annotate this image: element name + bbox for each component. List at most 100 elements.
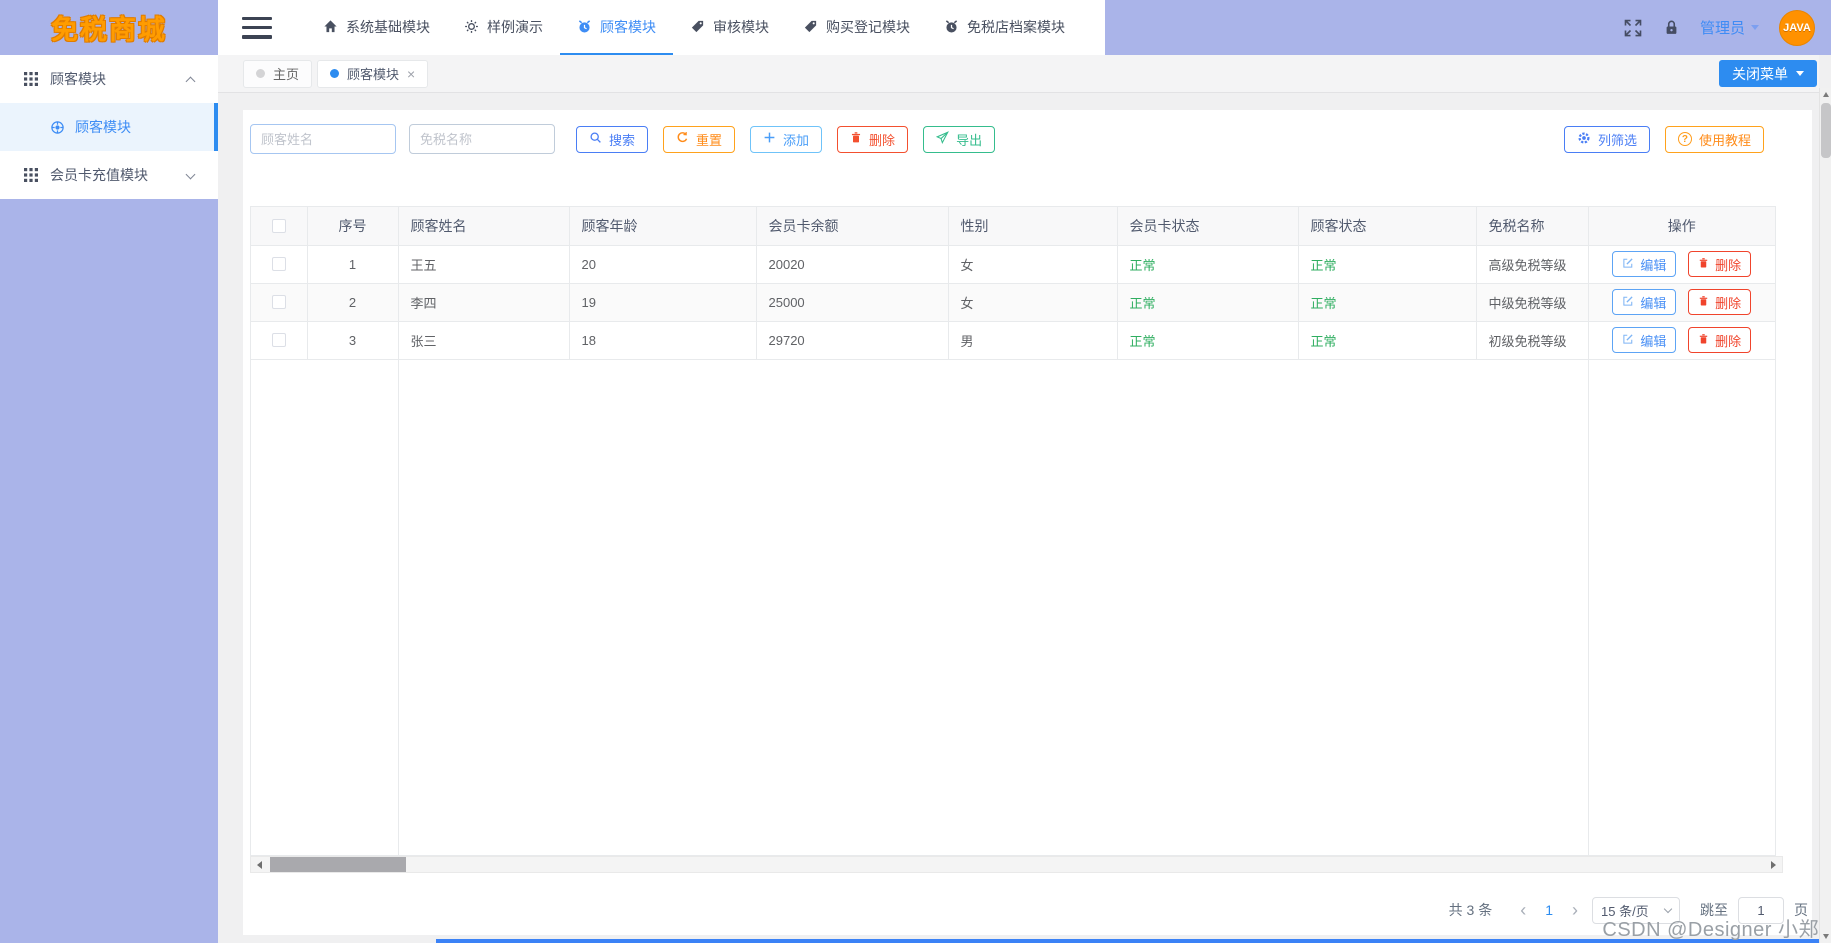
nav-item-system-base[interactable]: 系统基础模块 xyxy=(306,0,447,55)
watermark: CSDN @Designer 小郑 xyxy=(1602,919,1819,941)
delete-row-button[interactable]: 删除 xyxy=(1688,289,1752,315)
lock-icon[interactable] xyxy=(1663,19,1680,36)
sidebar-group-label: 顾客模块 xyxy=(50,71,106,87)
nav-item-customer-module[interactable]: 顾客模块 xyxy=(560,0,673,55)
close-menu-button[interactable]: 关闭菜单 xyxy=(1719,60,1817,87)
cell-customer-status: 正常 xyxy=(1298,245,1477,284)
tab-home[interactable]: 主页 xyxy=(243,59,313,88)
close-icon[interactable]: × xyxy=(407,65,416,82)
table-row: 2 李四 19 25000 女 正常 正常 中级免税等级 编辑 xyxy=(251,283,1775,322)
edit-button[interactable]: 编辑 xyxy=(1612,327,1677,353)
scrollbar-thumb[interactable] xyxy=(1821,103,1831,158)
cell-age: 20 xyxy=(569,245,757,284)
cell-gender: 女 xyxy=(948,283,1118,322)
question-icon: ? xyxy=(1677,132,1692,146)
sidebar: 顾客模块 顾客模块 会员卡充值模块 xyxy=(0,55,218,943)
cell-gender: 女 xyxy=(948,245,1118,284)
trash-icon xyxy=(850,131,862,147)
edit-button[interactable]: 编辑 xyxy=(1612,251,1677,277)
tab-label: 顾客模块 xyxy=(347,67,400,82)
add-label: 添加 xyxy=(783,132,810,148)
user-role: 管理员 xyxy=(1699,20,1745,37)
jump-label: 跳至 xyxy=(1700,902,1728,918)
nav-label: 顾客模块 xyxy=(600,18,656,35)
export-button[interactable]: 导出 xyxy=(923,125,996,153)
nav-item-dutyfree-archive[interactable]: 免税店档案模块 xyxy=(927,0,1082,55)
scroll-down-arrow[interactable] xyxy=(1820,930,1831,943)
sidebar-item-label: 顾客模块 xyxy=(75,119,131,135)
table-row: 1 王五 20 20020 女 正常 正常 高级免税等级 编辑 xyxy=(251,245,1775,284)
scrollbar-thumb[interactable] xyxy=(270,857,406,872)
tutorial-button[interactable]: ? 使用教程 xyxy=(1664,125,1764,153)
search-label: 搜索 xyxy=(609,132,636,148)
nav-item-demo[interactable]: 样例演示 xyxy=(447,0,560,55)
delete-row-button[interactable]: 删除 xyxy=(1688,251,1752,277)
tutorial-label: 使用教程 xyxy=(1698,132,1751,148)
delete-label: 删除 xyxy=(1715,333,1742,349)
scroll-right-arrow[interactable] xyxy=(1765,857,1782,872)
user-menu[interactable]: 管理员 xyxy=(1700,17,1759,38)
nav-item-purchase-register[interactable]: 购买登记模块 xyxy=(786,0,927,55)
menu-collapse-icon[interactable] xyxy=(242,16,272,39)
table-header-row: 序号 顾客姓名 顾客年龄 会员卡余额 性别 会员卡状态 顾客状态 免税名称 操作 xyxy=(251,207,1775,246)
sidebar-item-customer-module[interactable]: 顾客模块 xyxy=(0,103,218,151)
edit-button[interactable]: 编辑 xyxy=(1612,289,1677,315)
scroll-left-arrow[interactable] xyxy=(251,857,268,872)
add-button[interactable]: 添加 xyxy=(750,125,823,153)
scroll-up-arrow[interactable] xyxy=(1820,88,1831,101)
select-all-checkbox[interactable] xyxy=(271,218,286,233)
tag-icon xyxy=(690,19,705,34)
delete-label: 删除 xyxy=(1715,257,1742,273)
dutyfree-name-input[interactable] xyxy=(409,124,555,154)
sidebar-group-member-card-recharge[interactable]: 会员卡充值模块 xyxy=(0,151,218,199)
jump-page-input[interactable] xyxy=(1738,896,1784,924)
edit-label: 编辑 xyxy=(1640,295,1667,311)
cell-card-status: 正常 xyxy=(1117,321,1299,360)
vertical-scrollbar[interactable] xyxy=(1819,88,1831,943)
delete-label: 删除 xyxy=(869,132,896,148)
cell-name: 李四 xyxy=(398,283,570,322)
column-filter-label: 列筛选 xyxy=(1597,132,1637,148)
col-header-index: 序号 xyxy=(307,207,399,246)
edit-label: 编辑 xyxy=(1640,257,1667,273)
page-number[interactable]: 1 xyxy=(1545,902,1553,918)
next-page-icon[interactable]: › xyxy=(1572,900,1578,920)
sidebar-group-customer-module[interactable]: 顾客模块 xyxy=(0,55,218,103)
data-table: 序号 顾客姓名 顾客年龄 会员卡余额 性别 会员卡状态 顾客状态 免税名称 操作 xyxy=(250,206,1776,856)
prev-page-icon[interactable]: ‹ xyxy=(1520,900,1527,920)
reset-button[interactable]: 重置 xyxy=(663,125,736,153)
logo[interactable]: 免税商城 xyxy=(0,0,218,55)
tab-customer-module[interactable]: 顾客模块 × xyxy=(317,59,429,88)
tab-dot-icon xyxy=(256,69,265,78)
page-size-select[interactable]: 15 条/页 xyxy=(1592,896,1680,924)
delete-button[interactable]: 删除 xyxy=(837,125,909,153)
cell-customer-status: 正常 xyxy=(1298,283,1477,322)
avatar[interactable]: JAVA xyxy=(1779,9,1815,46)
search-button[interactable]: 搜索 xyxy=(576,125,649,153)
clock-icon xyxy=(577,19,592,34)
avatar-text: JAVA xyxy=(1783,21,1811,34)
reset-label: 重置 xyxy=(696,132,723,148)
horizontal-scrollbar[interactable] xyxy=(250,856,1783,873)
nav-item-audit-module[interactable]: 审核模块 xyxy=(673,0,786,55)
row-checkbox[interactable] xyxy=(271,333,286,347)
fullscreen-icon[interactable] xyxy=(1623,18,1643,38)
grid-icon xyxy=(24,168,38,182)
row-checkbox[interactable] xyxy=(271,295,286,309)
customer-name-input[interactable] xyxy=(250,124,396,154)
col-header-customer-status: 顾客状态 xyxy=(1298,207,1477,246)
export-label: 导出 xyxy=(956,132,983,148)
cell-index: 3 xyxy=(307,321,399,360)
top-nav-bar: 系统基础模块 样例演示 顾客模块 xyxy=(218,0,1105,55)
nav-label: 系统基础模块 xyxy=(346,18,430,35)
close-menu-label: 关闭菜单 xyxy=(1732,65,1788,82)
delete-row-button[interactable]: 删除 xyxy=(1688,327,1752,353)
row-checkbox[interactable] xyxy=(271,257,286,271)
module-circle-icon xyxy=(50,120,65,135)
scrollbar-track[interactable] xyxy=(268,857,1765,872)
tab-label: 主页 xyxy=(273,67,300,82)
column-filter-button[interactable]: 列筛选 xyxy=(1563,125,1650,153)
nav-label: 免税店档案模块 xyxy=(967,18,1065,35)
tag-icon xyxy=(803,19,818,34)
